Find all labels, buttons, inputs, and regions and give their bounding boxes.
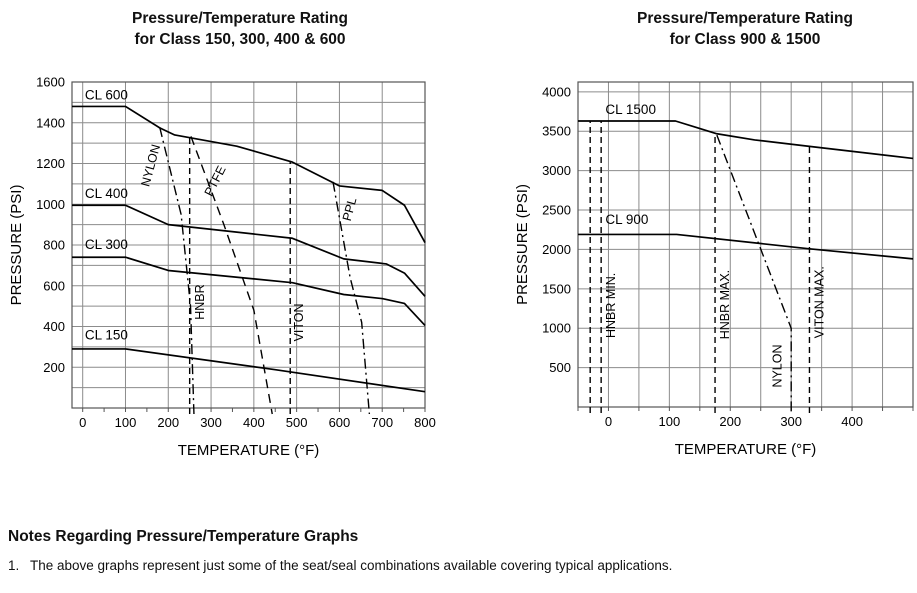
y-tick-label: 3000 (542, 163, 571, 178)
y-tick-label: 1200 (36, 156, 65, 171)
y-axis-title: PRESSURE (PSI) (8, 185, 25, 306)
y-tick-label: 1000 (542, 321, 571, 336)
limit-line-ptfe (190, 136, 273, 415)
limit-label-hnbr-max-: HNBR MAX. (718, 270, 732, 339)
x-axis-title: TEMPERATURE (°F) (675, 441, 817, 458)
series-line-cl-400 (72, 204, 426, 297)
limit-label-ptfe: PTFE (202, 164, 229, 199)
series-line-cl-150 (72, 348, 426, 393)
chart-title-line-2: for Class 900 & 1500 (669, 31, 821, 48)
x-tick-label: 200 (157, 415, 179, 430)
chart-title-line-1: Pressure/Temperature Rating (637, 10, 853, 27)
y-tick-label: 3500 (542, 124, 571, 139)
series-line-cl-900 (578, 233, 914, 260)
y-tick-label: 1500 (542, 281, 571, 296)
plot-border (577, 81, 914, 408)
x-tick-label: 300 (200, 415, 222, 430)
y-tick-label: 600 (43, 278, 65, 293)
y-tick-label: 1400 (36, 115, 65, 130)
plot-border (71, 81, 426, 409)
x-tick-label: 0 (79, 415, 86, 430)
y-tick-label: 2000 (542, 242, 571, 257)
x-tick-label: 400 (243, 415, 265, 430)
series-label-cl-300: CL 300 (85, 237, 128, 252)
y-tick-label: 400 (43, 319, 65, 334)
y-tick-label: 200 (43, 360, 65, 375)
limit-label-ppl: PPL (340, 196, 360, 222)
limit-line-ppl (332, 181, 371, 415)
y-axis-title: PRESSURE (PSI) (514, 184, 531, 305)
limit-label-hnbr: HNBR (193, 284, 207, 319)
pt-chart-class-900-1500: HNBR MIN. HNBR MAX. NYLON VITON MAX. CL 1500… (514, 81, 914, 458)
notes-section: Notes Regarding Pressure/Temperature Gra… (8, 528, 908, 573)
x-tick-label: 400 (841, 414, 863, 429)
x-axis-title: TEMPERATURE (°F) (178, 442, 320, 459)
y-tick-label: 1600 (36, 75, 65, 90)
chart-title-line-2: for Class 150, 300, 400 & 600 (134, 31, 346, 48)
x-tick-label: 100 (659, 414, 681, 429)
limit-line-nylon (716, 134, 792, 413)
x-tick-label: 300 (780, 414, 802, 429)
y-tick-label: 1000 (36, 197, 65, 212)
series-line-cl-300 (72, 256, 426, 327)
series-label-cl-1500: CL 1500 (605, 102, 656, 117)
limit-label-nylon: NYLON (770, 344, 784, 387)
x-tick-label: 200 (719, 414, 741, 429)
x-tick-label: 500 (286, 415, 308, 430)
note-item: 1. The above graphs represent just some o… (8, 558, 908, 573)
limit-label-nylon: NYLON (138, 143, 163, 188)
x-tick-label: 0 (605, 414, 612, 429)
chart-title-class-150-600: Pressure/Temperature Rating for Class 15… (30, 8, 450, 50)
chart-title-class-900-1500: Pressure/Temperature Rating for Class 90… (560, 8, 917, 50)
series-label-cl-400: CL 400 (85, 186, 128, 201)
series-label-cl-150: CL 150 (85, 328, 128, 343)
x-tick-label: 800 (414, 415, 436, 430)
x-tick-label: 600 (329, 415, 351, 430)
limit-label-hnbr-min-: HNBR MIN. (604, 273, 618, 338)
y-tick-label: 800 (43, 238, 65, 253)
note-text: The above graphs represent just some of … (30, 558, 673, 573)
chart-title-line-1: Pressure/Temperature Rating (132, 10, 348, 27)
x-tick-label: 100 (115, 415, 137, 430)
x-tick-label: 700 (371, 415, 393, 430)
limit-label-viton-max-: VITON MAX. (812, 266, 826, 338)
pt-chart-class-150-600: NYLON PTFE HNBR VITON PPL CL 600 CL 400 CL 300 C… (8, 75, 436, 460)
y-tick-label: 2500 (542, 203, 571, 218)
limit-line-nylon (159, 127, 195, 415)
y-tick-label: 500 (549, 360, 571, 375)
series-line-cl-600 (72, 105, 426, 243)
notes-heading: Notes Regarding Pressure/Temperature Gra… (8, 528, 359, 545)
series-label-cl-600: CL 600 (85, 87, 128, 102)
limit-label-viton: VITON (292, 303, 306, 341)
series-line-cl-1500 (578, 120, 914, 160)
y-tick-label: 4000 (542, 84, 571, 99)
note-number: 1. (8, 558, 20, 573)
series-label-cl-900: CL 900 (605, 212, 648, 227)
